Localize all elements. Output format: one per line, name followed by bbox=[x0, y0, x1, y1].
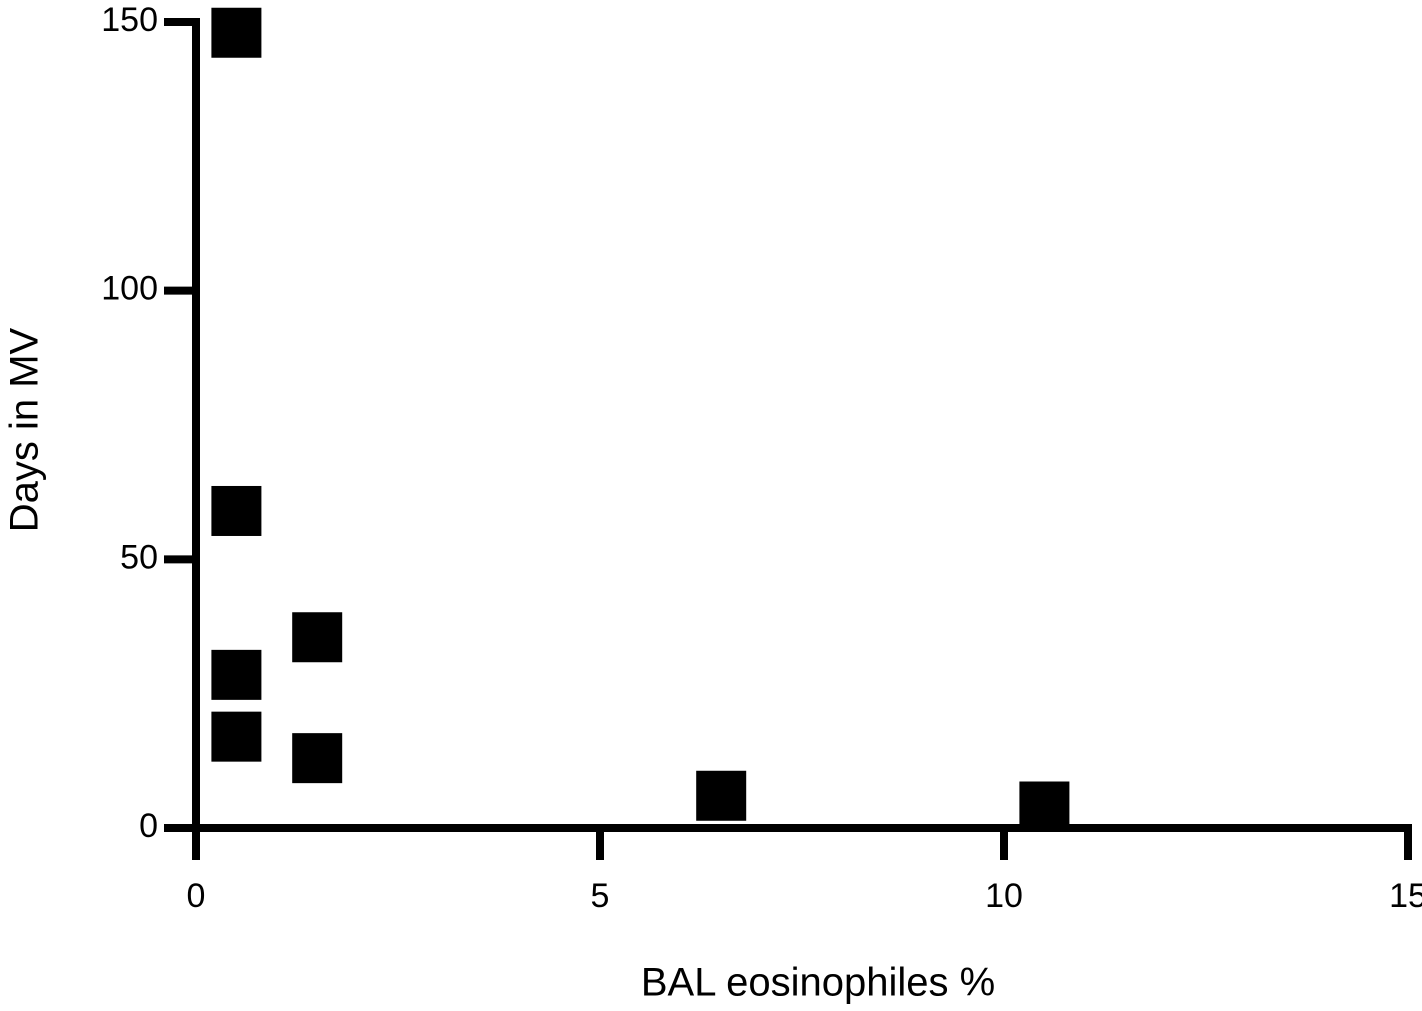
y-tick-label: 150 bbox=[101, 1, 158, 39]
y-tick-label: 0 bbox=[139, 807, 158, 845]
point bbox=[696, 770, 747, 821]
point bbox=[211, 485, 262, 536]
point bbox=[211, 711, 262, 762]
y-axis-title: Days in MV bbox=[3, 327, 47, 532]
x-tick-label: 5 bbox=[591, 877, 610, 915]
point bbox=[292, 612, 343, 663]
y-tick-label: 100 bbox=[101, 270, 158, 308]
y-tick-label: 50 bbox=[120, 538, 158, 576]
point bbox=[211, 7, 262, 58]
x-axis-title: BAL eosinophiles % bbox=[641, 961, 995, 1005]
x-tick-label: 0 bbox=[187, 877, 206, 915]
point bbox=[211, 649, 262, 700]
x-tick-label: 15 bbox=[1389, 877, 1422, 915]
x-tick-label: 10 bbox=[985, 877, 1023, 915]
point bbox=[292, 733, 343, 784]
point bbox=[1019, 781, 1070, 832]
